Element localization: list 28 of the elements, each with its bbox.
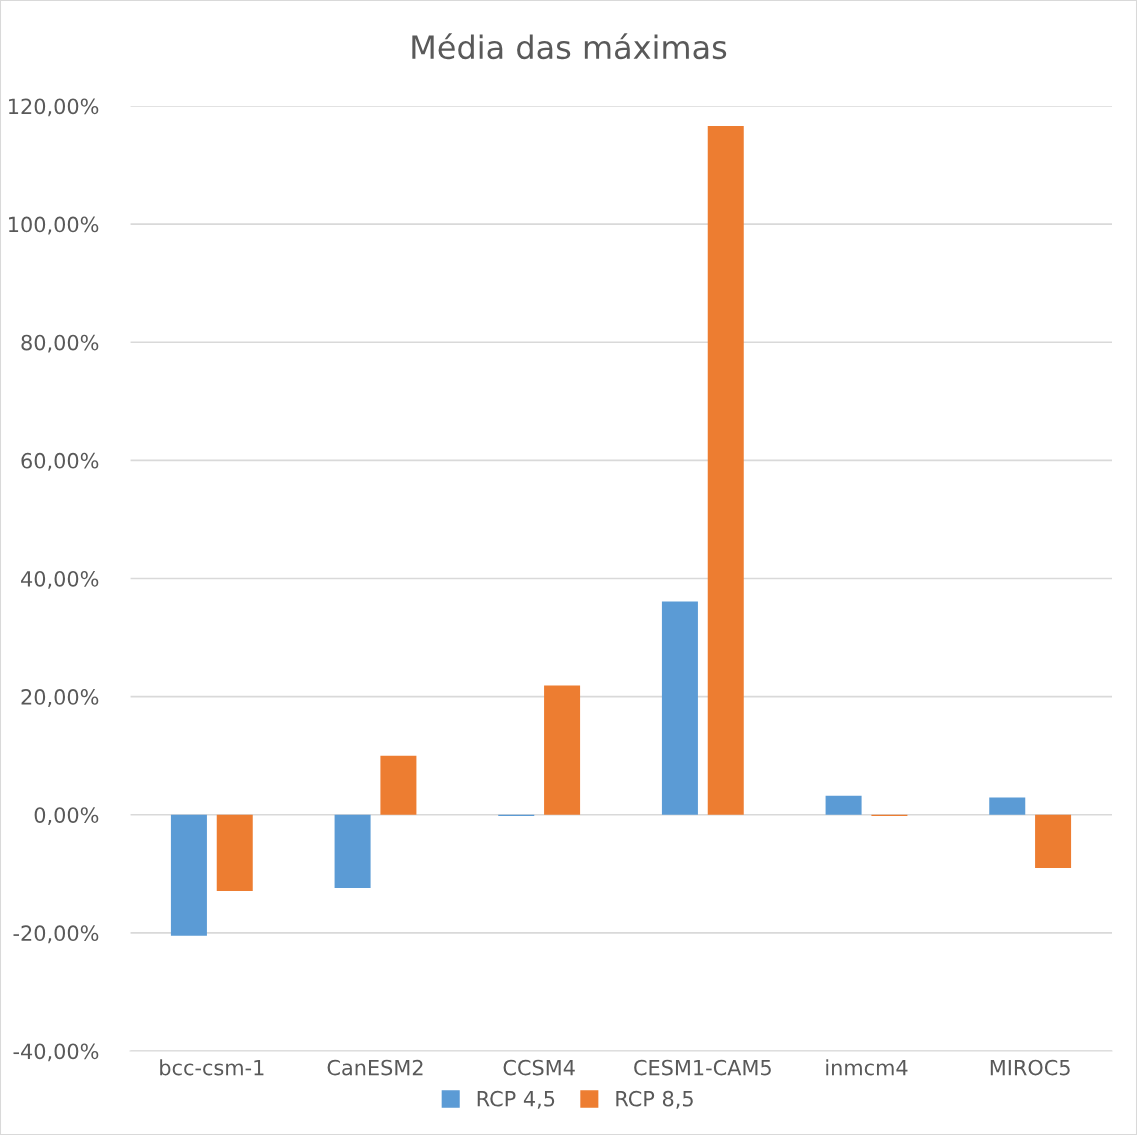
bar — [825, 795, 862, 815]
bar — [1035, 814, 1072, 868]
y-tick-label: -40,00% — [13, 1043, 99, 1062]
x-tick-label: MIROC5 — [990, 1059, 1070, 1076]
y-tick-label: 60,00% — [21, 452, 99, 471]
y-tick-label: 80,00% — [21, 334, 99, 353]
y-tick-label: 40,00% — [21, 570, 99, 589]
x-tick-label: inmcm4 — [826, 1059, 908, 1076]
legend-label: RCP 8,5 — [616, 1090, 693, 1109]
y-tick-label: 0,00% — [34, 807, 99, 826]
x-tick-label: CCSM4 — [503, 1059, 575, 1076]
y-tick-label: 100,00% — [9, 216, 99, 235]
chart-title: Média das máximas — [412, 33, 727, 60]
y-tick-label: 120,00% — [9, 98, 99, 117]
bar — [216, 814, 253, 891]
y-tick-label: -20,00% — [13, 925, 99, 944]
legend-label: RCP 4,5 — [477, 1090, 555, 1109]
bar — [380, 755, 417, 815]
x-tick-label: CanESM2 — [327, 1059, 423, 1076]
bar — [544, 685, 581, 815]
bar — [661, 601, 698, 815]
bar — [170, 814, 207, 936]
x-tick-label: bcc-csm-1 — [160, 1059, 264, 1076]
bar — [334, 814, 371, 888]
x-tick-label: CESM1-CAM5 — [634, 1059, 771, 1076]
y-tick-label: 20,00% — [21, 689, 99, 707]
bar — [707, 126, 744, 815]
bar — [989, 797, 1026, 815]
